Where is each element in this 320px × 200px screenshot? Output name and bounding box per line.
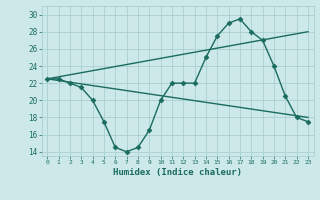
X-axis label: Humidex (Indice chaleur): Humidex (Indice chaleur) bbox=[113, 168, 242, 177]
